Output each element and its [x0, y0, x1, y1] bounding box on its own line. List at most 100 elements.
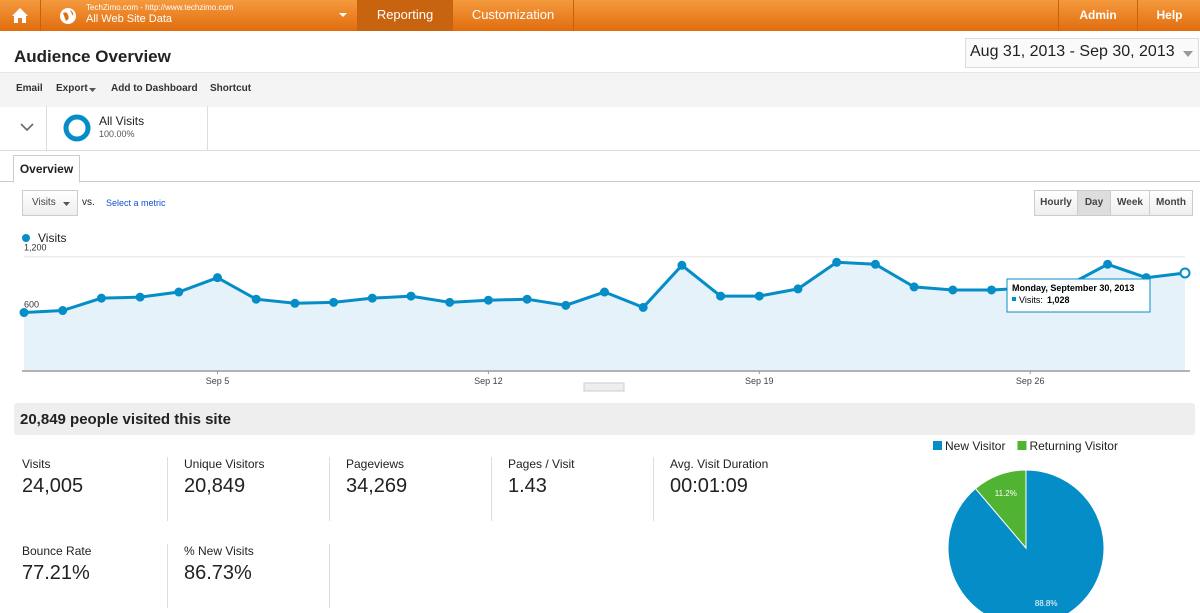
metric-value: 00:01:09: [670, 475, 748, 497]
tab-line: [0, 181, 1200, 182]
metric-label: Pageviews: [346, 457, 405, 471]
metric: Avg. Visit Duration 00:01:09: [670, 457, 815, 521]
point: [561, 300, 571, 310]
point: [600, 287, 609, 297]
point: [870, 259, 880, 269]
home-icon[interactable]: [0, 0, 40, 31]
metric: % New Visits 86.73%: [184, 544, 330, 608]
segment-name: All Visits: [99, 114, 145, 128]
legend-label[interactable]: Returning Visitor: [1029, 439, 1118, 453]
point: [948, 285, 958, 295]
point: [1179, 267, 1191, 279]
chart-handle[interactable]: [583, 382, 625, 392]
metric-value: 20,849: [184, 475, 246, 497]
page-title: Audience Overview: [14, 47, 171, 66]
metric-name: Visits: [32, 197, 56, 208]
legend-label[interactable]: New Visitor: [945, 439, 1005, 453]
tooltip-value: 1,028: [1047, 295, 1070, 305]
metric: Visits 24,005: [22, 457, 168, 521]
slice-label: 11.2%: [995, 489, 1017, 498]
point: [19, 308, 29, 318]
tooltip-date: Monday, September 30, 2013: [1012, 283, 1134, 293]
point: [445, 297, 455, 307]
point: [290, 298, 300, 308]
metric-value: 77.21%: [22, 562, 90, 584]
globe-icon: [60, 8, 76, 24]
point: [58, 306, 68, 316]
legend-swatch: [933, 441, 942, 450]
point: [754, 291, 764, 301]
granularity-button[interactable]: Month: [1149, 190, 1193, 216]
nav-link[interactable]: Admin: [1058, 0, 1137, 31]
segment-ring: [63, 114, 91, 142]
toolbar-button[interactable]: Add to Dashboard: [111, 83, 198, 94]
pie-chart: New Visitor Returning Visitor 88.8% 11.2%: [933, 439, 1118, 613]
metric-label: Unique Visitors: [184, 457, 265, 471]
legend-label: Visits: [38, 231, 66, 245]
tab[interactable]: Overview: [13, 155, 80, 183]
line-chart: 600 1,200 Sep 5 Sep 12 Sep 19 Sep 26 Visits Mon…: [19, 231, 1191, 392]
point: [522, 294, 532, 304]
segment-percent: 100.00%: [99, 129, 135, 139]
dropdown-arrow: [63, 202, 70, 206]
site-url: TechZimo.com - http://www.techzimo.com: [86, 3, 234, 12]
site-profile[interactable]: All Web Site Data: [86, 13, 173, 25]
x-tick-label: Sep 26: [1016, 376, 1045, 386]
header: Audience Overview Aug 31, 2013 - Sep 30,…: [0, 31, 1200, 72]
top-nav: TechZimo.com - http://www.techzimo.com A…: [0, 0, 1200, 31]
granularity-button[interactable]: Week: [1110, 190, 1150, 216]
metric: Bounce Rate 77.21%: [22, 544, 168, 608]
y-tick-label: 600: [24, 299, 39, 309]
tooltip-box: [1006, 278, 1151, 313]
metric: Pages / Visit 1.43: [508, 457, 654, 521]
point: [677, 260, 687, 270]
select-metric-link[interactable]: Select a metric: [106, 198, 166, 208]
vs-label: vs.: [82, 197, 95, 208]
dropdown-arrow: [89, 88, 96, 92]
metric-label: % New Visits: [184, 544, 254, 558]
tooltip-swatch: [1012, 297, 1016, 301]
point: [96, 293, 106, 303]
metric-label: Bounce Rate: [22, 544, 92, 558]
tooltip-metric: Visits:: [1019, 295, 1043, 305]
pie-slice: [974, 469, 1027, 550]
collapse-icon[interactable]: [20, 122, 34, 132]
point: [909, 282, 919, 292]
point: [251, 294, 261, 304]
metric-value: 1.43: [508, 475, 547, 497]
metric-select[interactable]: Visits: [22, 190, 78, 216]
granularity-button[interactable]: Hourly: [1034, 190, 1078, 216]
metric-label: Visits: [22, 457, 51, 471]
point: [638, 302, 648, 312]
metric-label: Avg. Visit Duration: [670, 457, 769, 471]
area: [24, 262, 1185, 370]
point: [987, 285, 996, 295]
toolbar-button[interactable]: Shortcut: [210, 83, 252, 94]
metric-value: 34,269: [346, 475, 408, 497]
date-range: Aug 31, 2013 - Sep 30, 2013: [970, 43, 1175, 60]
point: [135, 292, 145, 302]
date-picker[interactable]: Aug 31, 2013 - Sep 30, 2013: [965, 38, 1199, 68]
point: [832, 257, 842, 267]
nav-link[interactable]: Help: [1137, 0, 1200, 31]
legend-swatch: [1017, 441, 1027, 450]
nav-tab[interactable]: Reporting: [357, 0, 452, 31]
metric: Unique Visitors 20,849: [184, 457, 330, 521]
granularity-button[interactable]: Day: [1077, 190, 1111, 216]
dropdown-arrow[interactable]: [338, 11, 348, 19]
toolbar-button[interactable]: Email: [16, 83, 43, 94]
point: [406, 291, 416, 301]
toolbar: Email Export Add to Dashboard Shortcut: [0, 72, 1200, 107]
point: [174, 287, 184, 297]
metric: Pageviews 34,269: [346, 457, 492, 521]
slice-label: 88.8%: [1035, 599, 1058, 608]
metric-label: Pages / Visit: [508, 457, 575, 471]
toolbar-button[interactable]: Export: [56, 83, 88, 94]
point: [367, 293, 377, 303]
summary-bar: 20,849 people visited this site: [14, 403, 1195, 435]
x-tick-label: Sep 19: [745, 376, 774, 386]
x-tick-label: Sep 12: [474, 376, 503, 386]
nav-tab[interactable]: Customization: [452, 0, 574, 31]
point: [213, 273, 222, 283]
